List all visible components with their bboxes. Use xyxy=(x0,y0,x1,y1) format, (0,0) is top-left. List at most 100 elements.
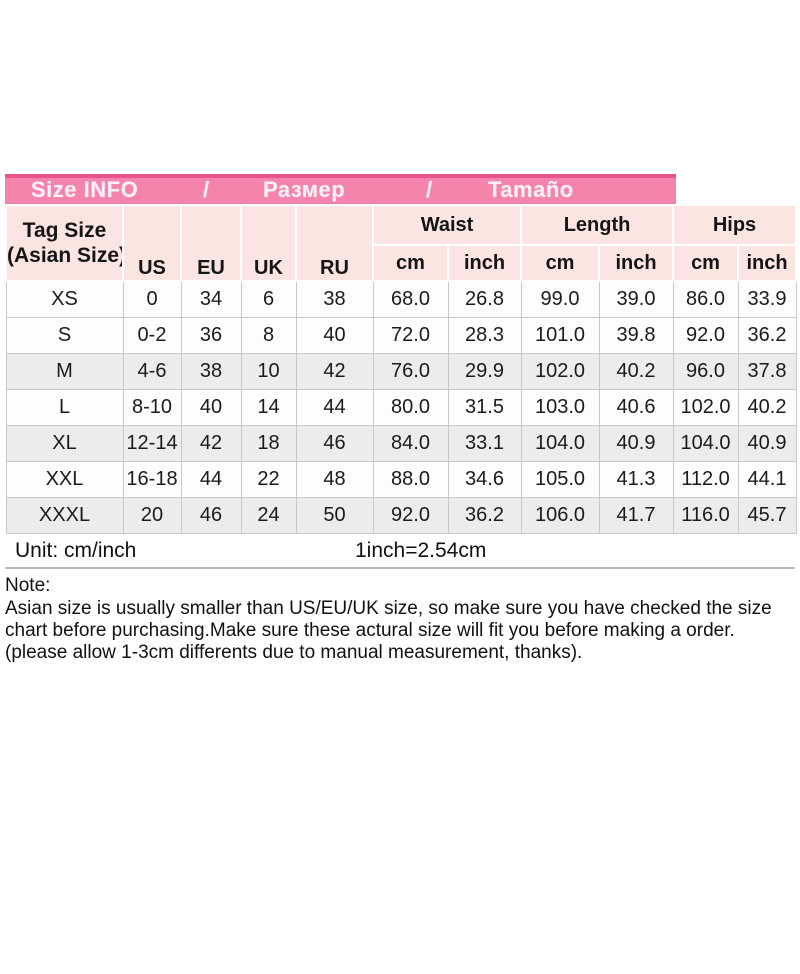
subheader-length-inch: inch xyxy=(598,244,675,282)
subheader-hips-inch: inch xyxy=(737,244,798,282)
subheader-waist-inch: inch xyxy=(446,244,523,282)
subheader-hips-cm: cm xyxy=(672,244,740,282)
size-chart-table: Tag Size (Asian Size) US EU UK RU Waist … xyxy=(5,204,798,534)
size-value-cell: 33.1 xyxy=(447,425,522,462)
size-tag-cell: S xyxy=(5,317,124,354)
size-value-cell: 36.2 xyxy=(447,497,522,534)
header-sub-row: cm inch cm inch cm inch xyxy=(6,244,798,282)
size-value-cell: 38 xyxy=(295,280,374,318)
size-value-cell: 92.0 xyxy=(372,497,449,534)
size-value-cell: 44 xyxy=(180,461,242,498)
size-value-cell: 20 xyxy=(122,497,182,534)
note-section: Note: Asian size is usually smaller than… xyxy=(5,575,787,664)
size-tag-cell: XL xyxy=(5,425,124,462)
size-table-body: XS 0 34 6 38 68.0 26.8 99.0 39.0 86.0 33.9 S 0-2 36 8 4… xyxy=(5,280,797,534)
group-header-hips: Hips xyxy=(672,204,798,246)
size-value-cell: 88.0 xyxy=(372,461,449,498)
size-value-cell: 84.0 xyxy=(372,425,449,462)
conversion-label: 1inch=2.54cm xyxy=(355,539,487,562)
size-value-cell: 0 xyxy=(122,280,182,318)
column-header-eu: EU xyxy=(180,204,242,282)
size-tag-cell: XS xyxy=(5,280,124,318)
size-value-cell: 40.6 xyxy=(598,389,674,426)
size-value-cell: 48 xyxy=(295,461,374,498)
subheader-waist-cm: cm xyxy=(372,244,449,282)
table-row: S 0-2 36 8 40 72.0 28.3 101.0 39.8 92.0 36.2 xyxy=(5,317,797,354)
column-header-us: US xyxy=(122,204,182,282)
size-value-cell: 39.8 xyxy=(598,317,674,354)
size-value-cell: 34 xyxy=(180,280,242,318)
column-header-uk: UK xyxy=(240,204,297,282)
size-value-cell: 116.0 xyxy=(672,497,739,534)
size-value-cell: 96.0 xyxy=(672,353,739,390)
size-value-cell: 4-6 xyxy=(122,353,182,390)
size-value-cell: 112.0 xyxy=(672,461,739,498)
size-value-cell: 80.0 xyxy=(372,389,449,426)
size-value-cell: 101.0 xyxy=(520,317,600,354)
size-value-cell: 40.2 xyxy=(598,353,674,390)
size-value-cell: 33.9 xyxy=(737,280,797,318)
table-row: XXXL 20 46 24 50 92.0 36.2 106.0 41.7 116.0 45.7 xyxy=(5,497,797,534)
corner-header-tag-size: Tag Size (Asian Size) xyxy=(5,204,124,282)
size-value-cell: 46 xyxy=(180,497,242,534)
size-info-banner: Size INFO / Размер / Tamaño xyxy=(5,174,676,204)
size-value-cell: 104.0 xyxy=(672,425,739,462)
size-value-cell: 10 xyxy=(240,353,297,390)
size-value-cell: 103.0 xyxy=(520,389,600,426)
size-value-cell: 26.8 xyxy=(447,280,522,318)
size-value-cell: 29.9 xyxy=(447,353,522,390)
size-value-cell: 41.3 xyxy=(598,461,674,498)
size-value-cell: 6 xyxy=(240,280,297,318)
size-value-cell: 44.1 xyxy=(737,461,797,498)
unit-label: Unit: cm/inch xyxy=(15,539,137,562)
size-value-cell: 99.0 xyxy=(520,280,600,318)
size-value-cell: 40.9 xyxy=(737,425,797,462)
size-value-cell: 40.9 xyxy=(598,425,674,462)
table-row: XXL 16-18 44 22 48 88.0 34.6 105.0 41.3 112.0 44.1 xyxy=(5,461,797,498)
size-value-cell: 40 xyxy=(295,317,374,354)
size-value-cell: 72.0 xyxy=(372,317,449,354)
size-value-cell: 40 xyxy=(180,389,242,426)
size-value-cell: 39.0 xyxy=(598,280,674,318)
size-value-cell: 40.2 xyxy=(737,389,797,426)
size-value-cell: 46 xyxy=(295,425,374,462)
size-value-cell: 0-2 xyxy=(122,317,182,354)
size-value-cell: 8-10 xyxy=(122,389,182,426)
size-value-cell: 16-18 xyxy=(122,461,182,498)
size-value-cell: 45.7 xyxy=(737,497,797,534)
table-row: L 8-10 40 14 44 80.0 31.5 103.0 40.6 102.0 40.2 xyxy=(5,389,797,426)
banner-separator-slash: / xyxy=(203,177,210,202)
column-header-ru: RU xyxy=(295,204,374,282)
size-value-cell: 41.7 xyxy=(598,497,674,534)
size-tag-cell: M xyxy=(5,353,124,390)
size-value-cell: 8 xyxy=(240,317,297,354)
size-value-cell: 105.0 xyxy=(520,461,600,498)
banner-label-tamano: Tamaño xyxy=(488,177,574,202)
size-value-cell: 18 xyxy=(240,425,297,462)
table-header: Tag Size (Asian Size) US EU UK RU Waist … xyxy=(5,204,798,282)
banner-separator-slash: / xyxy=(426,177,433,202)
size-value-cell: 24 xyxy=(240,497,297,534)
size-value-cell: 34.6 xyxy=(447,461,522,498)
size-value-cell: 102.0 xyxy=(672,389,739,426)
group-header-waist: Waist xyxy=(371,204,523,246)
table-row: XS 0 34 6 38 68.0 26.8 99.0 39.0 86.0 33.9 xyxy=(5,280,797,318)
size-value-cell: 36 xyxy=(180,317,242,354)
size-value-cell: 86.0 xyxy=(672,280,739,318)
size-value-cell: 104.0 xyxy=(520,425,600,462)
subheader-length-cm: cm xyxy=(520,244,601,282)
size-value-cell: 31.5 xyxy=(447,389,522,426)
size-tag-cell: XXXL xyxy=(5,497,124,534)
note-body: Asian size is usually smaller than US/EU… xyxy=(5,598,772,663)
header-group-row: Tag Size (Asian Size) US EU UK RU Waist … xyxy=(5,204,798,282)
unit-bar: Unit: cm/inch 1inch=2.54cm xyxy=(5,534,795,569)
size-value-cell: 102.0 xyxy=(520,353,600,390)
size-value-cell: 37.8 xyxy=(737,353,797,390)
table-row: M 4-6 38 10 42 76.0 29.9 102.0 40.2 96.0 37.8 xyxy=(5,353,797,390)
size-value-cell: 42 xyxy=(295,353,374,390)
banner-label-razmer: Размер xyxy=(263,177,346,202)
size-value-cell: 12-14 xyxy=(122,425,182,462)
size-value-cell: 50 xyxy=(295,497,374,534)
size-value-cell: 22 xyxy=(240,461,297,498)
size-value-cell: 44 xyxy=(295,389,374,426)
